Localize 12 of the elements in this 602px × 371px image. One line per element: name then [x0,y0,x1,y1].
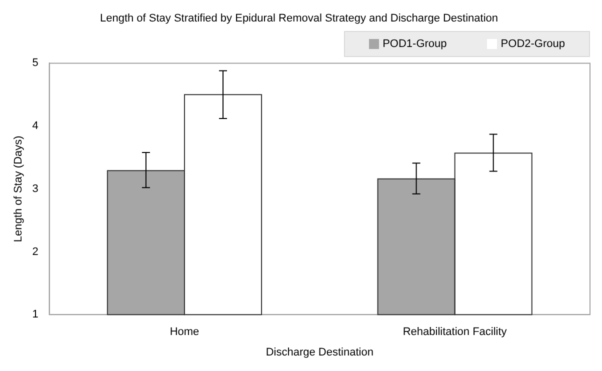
y-tick-label: 5 [32,57,38,70]
x-tick-label: Rehabilitation Facility [402,326,508,338]
y-axis-title: Length of Stay (Days) [12,136,25,242]
y-tick-label: 4 [32,120,38,132]
chart-title: Length of Stay Stratified by Epidural Removal Strategy and Discharge Destination [100,12,498,25]
y-tick-label: 2 [32,246,38,258]
legend-label: POD1-Group [382,38,447,50]
x-axis-title: Discharge Destination [266,346,374,358]
y-tick-label: 3 [32,182,38,195]
legend-label: POD2-Group [500,38,565,50]
y-tick-label: 1 [32,308,38,321]
x-tick-label: Home [170,326,200,338]
